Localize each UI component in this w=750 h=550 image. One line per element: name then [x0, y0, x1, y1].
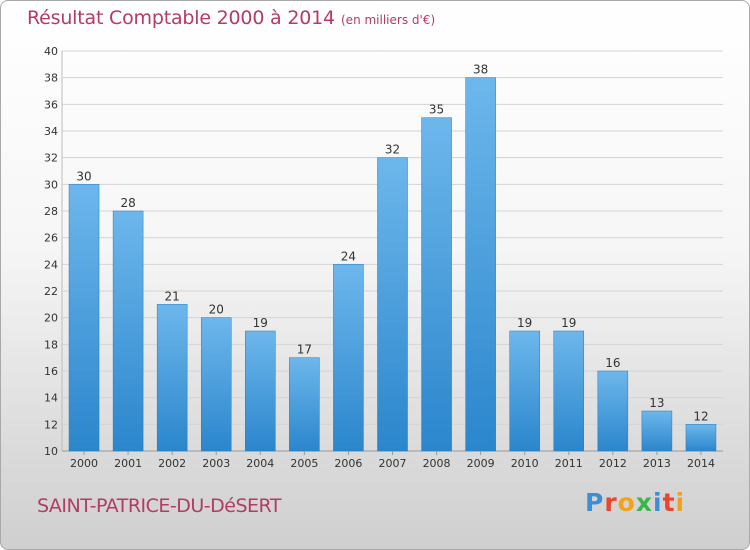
x-tick-label: 2008 — [423, 457, 451, 470]
x-tick-label: 2003 — [202, 457, 230, 470]
data-label: 24 — [341, 249, 356, 263]
bar — [68, 184, 100, 452]
chart-subtitle: (en milliers d'€) — [341, 13, 436, 27]
y-tick-label: 16 — [44, 365, 58, 378]
bar — [289, 357, 320, 452]
x-tick-label: 2005 — [290, 457, 318, 470]
y-tick-label: 26 — [44, 232, 58, 245]
bar — [245, 330, 276, 452]
y-tick-label: 32 — [44, 152, 58, 165]
data-label: 19 — [253, 316, 268, 330]
logo-letter: x — [635, 488, 653, 517]
bar — [156, 304, 188, 452]
logo-letter: r — [604, 488, 618, 517]
y-tick-label: 30 — [44, 178, 58, 191]
bar — [112, 210, 144, 452]
data-label: 30 — [76, 169, 91, 183]
data-label: 13 — [649, 396, 664, 410]
data-label: 21 — [165, 289, 180, 303]
x-tick-label: 2006 — [334, 457, 362, 470]
x-tick-label: 2011 — [555, 457, 583, 470]
bar — [421, 117, 452, 452]
data-label: 20 — [209, 303, 224, 317]
y-tick-label: 12 — [44, 418, 58, 431]
x-tick-label: 2009 — [467, 457, 495, 470]
y-tick-label: 18 — [44, 338, 58, 351]
bar — [641, 410, 673, 452]
logo-letter: i — [653, 488, 663, 517]
logo-letter: t — [662, 488, 676, 517]
x-tick-label: 2010 — [511, 457, 539, 470]
proxiti-logo[interactable]: Proxiti — [585, 488, 685, 517]
y-tick-label: 10 — [44, 445, 58, 458]
bar — [685, 424, 717, 452]
y-tick-label: 40 — [44, 45, 58, 58]
logo-letter: o — [617, 488, 636, 517]
y-tick-label: 22 — [44, 285, 58, 298]
logo-letter: i — [675, 488, 686, 517]
bar — [200, 317, 232, 452]
bar — [553, 330, 585, 452]
bar — [465, 77, 496, 452]
y-tick-label: 38 — [44, 72, 58, 85]
data-label: 19 — [561, 316, 576, 330]
x-tick-label: 2001 — [114, 457, 142, 470]
data-label: 38 — [473, 63, 488, 77]
x-tick-label: 2000 — [70, 457, 98, 470]
y-tick-label: 34 — [44, 125, 58, 138]
data-label: 32 — [385, 143, 400, 157]
data-label: 17 — [297, 343, 312, 357]
chart-title: Résultat Comptable 2000 à 2014 — [27, 7, 335, 29]
commune-name: SAINT-PATRICE-DU-DéSERT — [37, 495, 281, 517]
x-tick-label: 2013 — [643, 457, 671, 470]
bar — [597, 370, 629, 452]
y-tick-label: 24 — [44, 258, 58, 271]
y-tick-label: 36 — [44, 98, 58, 111]
data-label: 12 — [693, 409, 708, 423]
x-tick-label: 2007 — [379, 457, 407, 470]
bar — [509, 330, 540, 452]
y-tick-label: 28 — [44, 205, 58, 218]
x-tick-label: 2014 — [687, 457, 715, 470]
x-tick-label: 2002 — [158, 457, 186, 470]
x-tick-label: 2012 — [599, 457, 627, 470]
data-label: 28 — [120, 196, 135, 210]
bar — [333, 264, 364, 452]
x-tick-label: 2004 — [246, 457, 274, 470]
logo-letter: P — [585, 488, 605, 517]
data-label: 16 — [605, 356, 620, 370]
bar — [377, 157, 408, 452]
data-label: 19 — [517, 316, 532, 330]
data-label: 35 — [429, 103, 444, 117]
y-tick-label: 14 — [44, 392, 58, 405]
y-tick-label: 20 — [44, 312, 58, 325]
